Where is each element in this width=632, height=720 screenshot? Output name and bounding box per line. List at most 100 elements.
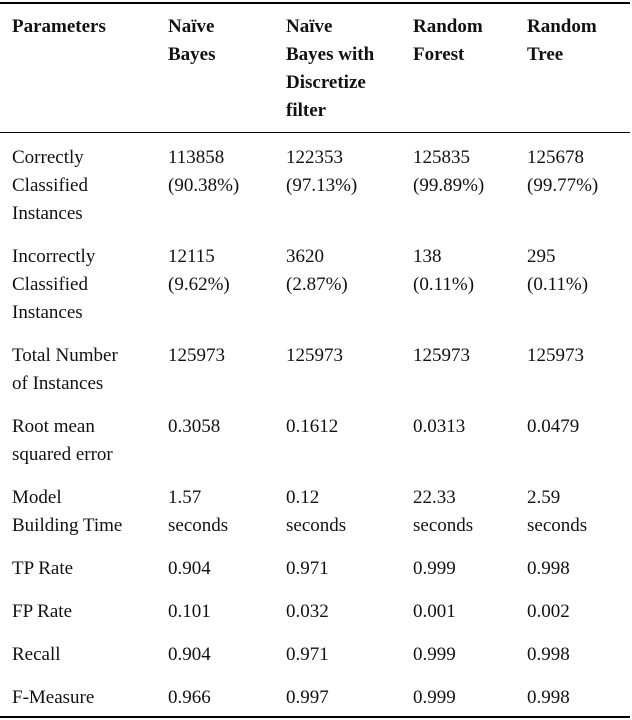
cell-line: 0.0313 — [413, 416, 466, 437]
cell-line: Instances — [12, 203, 83, 224]
cell-line: 113858 — [168, 147, 225, 168]
table-row: Incorrectly Classified Instances 12115 (9.62… — [0, 232, 630, 331]
cell-line: Forest — [413, 44, 465, 65]
header-cell: Parameters — [0, 3, 168, 133]
table-cell: 0.904 — [168, 544, 286, 587]
cell-line: 0.966 — [168, 687, 211, 708]
table-cell: 0.904 — [168, 630, 286, 673]
cell-line: seconds — [413, 515, 474, 536]
cell-line: (2.87%) — [286, 274, 348, 295]
table-cell: Incorrectly Classified Instances — [0, 232, 168, 331]
cell-line: 0.971 — [286, 558, 329, 579]
cell-line: 0.999 — [413, 558, 456, 579]
table-row: Recall 0.904 0.971 0.999 0.998 — [0, 630, 630, 673]
cell-line: Random — [527, 16, 597, 37]
cell-line: 0.998 — [527, 558, 570, 579]
table-cell: 125835 (99.89%) — [413, 133, 527, 233]
cell-line: squared error — [12, 444, 113, 465]
cell-line: Parameters — [12, 16, 106, 37]
table-cell: 0.999 — [413, 673, 527, 717]
table-cell: 0.999 — [413, 630, 527, 673]
cell-line: 0.999 — [413, 644, 456, 665]
table-cell: 0.966 — [168, 673, 286, 717]
header-row: Parameters Naïve Bayes Naïve Bayes with Discr… — [0, 3, 630, 133]
table-cell: 0.998 — [527, 544, 630, 587]
cell-line: 0.1612 — [286, 416, 339, 437]
cell-line: 0.999 — [413, 687, 456, 708]
cell-line: 138 — [413, 246, 442, 267]
cell-line: 0.998 — [527, 687, 570, 708]
cell-line: Classified — [12, 175, 88, 196]
table-cell: 0.101 — [168, 587, 286, 630]
table-header: Parameters Naïve Bayes Naïve Bayes with Discr… — [0, 3, 630, 133]
header-cell: Naïve Bayes — [168, 3, 286, 133]
table-cell: 0.0479 — [527, 402, 630, 473]
header-cell: Naïve Bayes with Discretize filter — [286, 3, 413, 133]
cell-line: Total Number — [12, 345, 118, 366]
cell-line: 0.002 — [527, 601, 570, 622]
cell-line: 2.59 — [527, 487, 561, 508]
cell-line: (9.62%) — [168, 274, 230, 295]
table-cell: 0.999 — [413, 544, 527, 587]
table-cell: F-Measure — [0, 673, 168, 717]
table-body: Correctly Classified Instances 113858 (90.38… — [0, 133, 630, 717]
cell-line: 0.904 — [168, 558, 211, 579]
cell-line: 0.3058 — [168, 416, 221, 437]
table-row: FP Rate 0.101 0.032 0.001 0.002 — [0, 587, 630, 630]
table-cell: 0.998 — [527, 673, 630, 717]
table-cell: 125678 (99.77%) — [527, 133, 630, 233]
table-cell: 12115 (9.62%) — [168, 232, 286, 331]
table-row: Root mean squared error 0.3058 0.1612 0.0313… — [0, 402, 630, 473]
table-cell: 0.12 seconds — [286, 473, 413, 544]
cell-line: 1.57 — [168, 487, 202, 508]
cell-line: (90.38%) — [168, 175, 240, 196]
table-row: Model Building Time 1.57 seconds 0.12 seconds… — [0, 473, 630, 544]
table-cell: 0.998 — [527, 630, 630, 673]
cell-line: F-Measure — [12, 687, 95, 708]
cell-line: (99.89%) — [413, 175, 485, 196]
table-cell: 125973 — [286, 331, 413, 402]
cell-line: 22.33 — [413, 487, 456, 508]
table-cell: 0.001 — [413, 587, 527, 630]
cell-line: 0.12 — [286, 487, 320, 508]
table-cell: 0.032 — [286, 587, 413, 630]
cell-line: 125835 — [413, 147, 470, 168]
cell-line: Instances — [12, 302, 83, 323]
table-cell: 0.002 — [527, 587, 630, 630]
table-cell: 0.3058 — [168, 402, 286, 473]
table-cell: 0.1612 — [286, 402, 413, 473]
cell-line: Building Time — [12, 515, 123, 536]
table-cell: Recall — [0, 630, 168, 673]
table-cell: 295 (0.11%) — [527, 232, 630, 331]
cell-line: 0.101 — [168, 601, 211, 622]
cell-line: (0.11%) — [527, 274, 589, 295]
table-cell: 122353 (97.13%) — [286, 133, 413, 233]
cell-line: 0.904 — [168, 644, 211, 665]
table-cell: Model Building Time — [0, 473, 168, 544]
cell-line: TP Rate — [12, 558, 74, 579]
cell-line: Discretize — [286, 72, 366, 93]
cell-line: Tree — [527, 44, 564, 65]
cell-line: 0.997 — [286, 687, 329, 708]
cell-line: 125973 — [413, 345, 470, 366]
cell-line: seconds — [527, 515, 588, 536]
table-cell: FP Rate — [0, 587, 168, 630]
cell-line: 12115 — [168, 246, 215, 267]
cell-line: Model — [12, 487, 62, 508]
table-cell: 0.971 — [286, 630, 413, 673]
cell-line: Bayes — [168, 44, 216, 65]
cell-line: Root mean — [12, 416, 95, 437]
cell-line: filter — [286, 100, 327, 121]
table-cell: 1.57 seconds — [168, 473, 286, 544]
header-cell: Random Forest — [413, 3, 527, 133]
cell-line: (99.77%) — [527, 175, 599, 196]
cell-line: seconds — [286, 515, 347, 536]
table-cell: 125973 — [168, 331, 286, 402]
table-cell: 138 (0.11%) — [413, 232, 527, 331]
cell-line: Naïve — [286, 16, 333, 37]
table-row: F-Measure 0.966 0.997 0.999 0.998 — [0, 673, 630, 717]
table-cell: 113858 (90.38%) — [168, 133, 286, 233]
table-cell: 125973 — [413, 331, 527, 402]
cell-line: 125973 — [168, 345, 225, 366]
